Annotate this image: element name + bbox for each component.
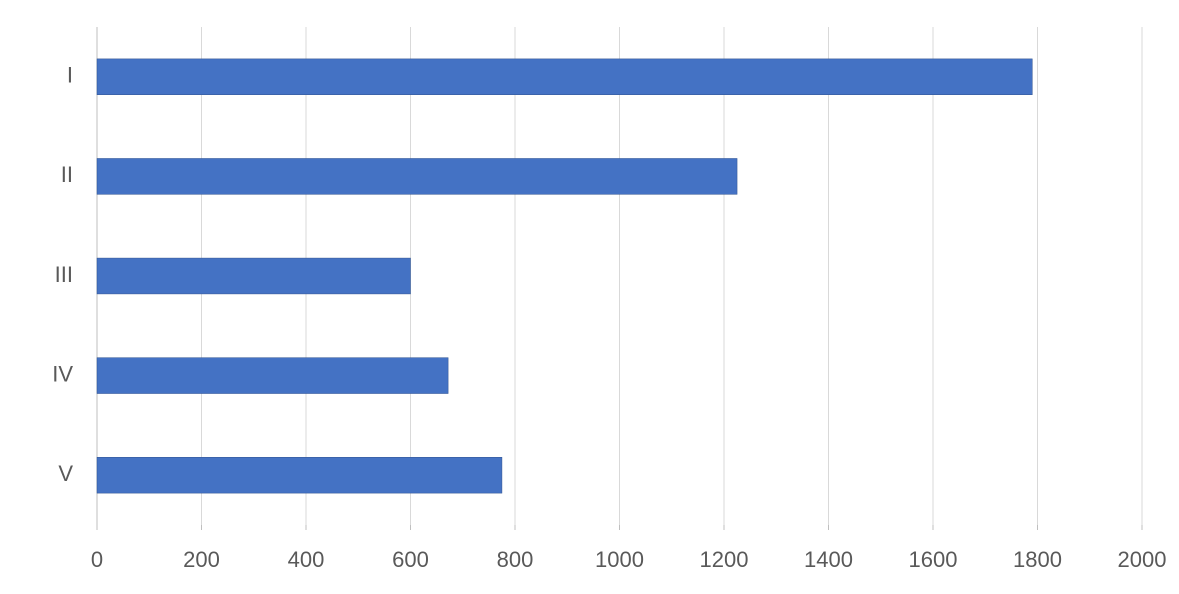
bar [96, 357, 449, 394]
x-tick-label: 600 [392, 547, 429, 572]
x-tick-label: 1800 [1013, 547, 1062, 572]
x-tick-label: 200 [183, 547, 220, 572]
bar [96, 257, 411, 295]
x-tick-label: 2000 [1118, 547, 1167, 572]
y-tick-label: I [67, 63, 73, 88]
x-tick-label: 400 [288, 547, 325, 572]
bar [96, 457, 503, 494]
y-tick-label: IV [52, 361, 73, 386]
x-tick-label: 1200 [700, 547, 749, 572]
y-tick-label: II [61, 162, 73, 187]
x-tick-label: 800 [497, 547, 534, 572]
y-tick-label: III [55, 262, 73, 287]
y-tick-label: V [58, 461, 73, 486]
x-tick-label: 1600 [909, 547, 958, 572]
x-tick-label: 1400 [804, 547, 853, 572]
bar [96, 158, 738, 195]
bar [96, 58, 1033, 95]
x-tick-label: 0 [91, 547, 103, 572]
x-tick-label: 1000 [595, 547, 644, 572]
